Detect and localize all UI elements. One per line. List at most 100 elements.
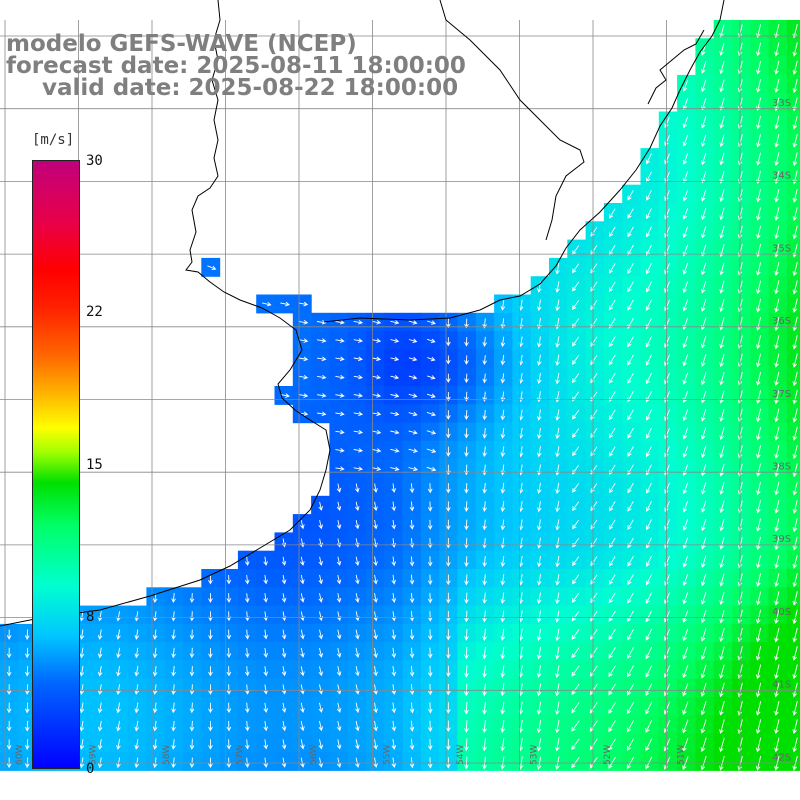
wind-arrow: [353, 393, 363, 398]
wind-arrow: [354, 520, 360, 530]
wind-arrow: [756, 152, 761, 166]
wind-arrow: [756, 24, 762, 39]
wind-arrow: [171, 702, 176, 714]
wind-arrow: [774, 445, 780, 460]
wind-arrow: [6, 757, 12, 769]
wind-arrow: [6, 684, 12, 695]
speed-cell: [786, 477, 800, 497]
wind-arrow: [756, 463, 761, 478]
wind-arrow: [536, 336, 542, 348]
wind-arrow: [464, 501, 469, 512]
wind-arrow: [719, 61, 725, 75]
wind-arrow: [792, 280, 798, 295]
longitude-label: 59W: [89, 745, 99, 765]
wind-arrow: [664, 189, 671, 202]
wind-arrow: [664, 116, 671, 129]
wind-arrow: [719, 591, 725, 605]
wind-arrow: [536, 409, 542, 421]
wind-arrow: [590, 519, 598, 530]
wind-arrow: [645, 738, 653, 752]
wind-arrow: [372, 411, 382, 417]
wind-arrow: [281, 684, 287, 695]
wind-arrow: [409, 720, 415, 732]
wind-arrow: [555, 519, 560, 531]
wind-arrow: [316, 356, 327, 362]
wind-arrow: [464, 665, 469, 678]
wind-arrow: [318, 684, 324, 695]
wind-arrow: [427, 375, 436, 380]
wind-arrow: [208, 739, 213, 750]
wind-arrow: [263, 666, 269, 677]
wind-arrow: [391, 501, 397, 512]
wind-arrow: [208, 647, 213, 659]
wind-arrow: [700, 646, 707, 661]
wind-arrow: [700, 610, 707, 624]
wind-arrow: [263, 684, 269, 695]
wind-arrow: [774, 536, 780, 551]
wind-arrow: [608, 592, 616, 604]
wind-arrow: [756, 500, 761, 514]
wind-arrow: [682, 701, 689, 716]
wind-arrow: [701, 61, 707, 74]
wind-arrow: [645, 555, 652, 567]
wind-arrow: [427, 356, 436, 362]
wind-arrow: [792, 207, 798, 222]
wind-arrow: [500, 299, 506, 311]
wind-arrow: [500, 683, 505, 697]
wind-arrow: [409, 483, 415, 494]
wind-arrow: [336, 721, 342, 732]
wind-arrow: [208, 629, 213, 640]
wind-arrow: [97, 611, 103, 622]
wind-arrow: [390, 374, 400, 380]
wind-arrow: [571, 354, 580, 365]
wind-arrow: [555, 628, 560, 642]
wind-arrow: [701, 116, 707, 129]
wind-arrow: [756, 207, 761, 221]
wind-arrow: [664, 445, 671, 458]
wind-arrow: [390, 411, 400, 417]
wind-arrow: [281, 739, 287, 750]
wind-arrow: [263, 629, 268, 640]
wind-arrow: [774, 609, 780, 625]
wind-arrow: [792, 335, 798, 350]
wind-arrow: [774, 500, 780, 514]
wind-arrow: [391, 702, 397, 714]
wind-arrow: [427, 501, 433, 512]
wind-arrow: [719, 537, 725, 550]
wind-arrow: [97, 702, 103, 714]
wind-arrow: [245, 684, 250, 695]
wind-arrow: [280, 393, 290, 398]
wind-arrow: [756, 591, 762, 606]
wind-arrow: [409, 665, 415, 677]
wind-arrow: [627, 574, 634, 586]
wind-arrow: [408, 466, 419, 472]
wind-arrow: [572, 538, 580, 548]
wind-arrow: [645, 372, 653, 385]
wind-arrow: [355, 593, 360, 603]
wind-arrow: [719, 682, 725, 698]
wind-arrow: [645, 574, 653, 586]
lagoon-coast: [647, 29, 705, 105]
latitude-label: 36S: [772, 316, 791, 327]
wind-arrow: [774, 463, 780, 478]
wind-arrow: [373, 757, 378, 768]
wind-arrow: [555, 409, 560, 421]
wind-arrow: [171, 720, 176, 732]
wind-arrow: [792, 225, 798, 240]
wind-arrow: [664, 262, 671, 275]
wind-arrow: [571, 683, 580, 696]
wind-arrow: [756, 555, 762, 569]
wind-arrow: [719, 116, 725, 129]
wind-arrow: [317, 374, 327, 380]
wind-arrow: [409, 684, 415, 696]
wind-arrow: [608, 701, 616, 714]
wind-arrow: [317, 393, 327, 398]
wind-arrow: [756, 262, 762, 276]
wind-arrow: [774, 481, 780, 496]
wind-arrow: [627, 354, 634, 366]
wind-arrow: [627, 336, 634, 348]
wind-arrow: [281, 629, 287, 640]
wind-arrow: [298, 301, 309, 307]
speed-cell: [622, 660, 642, 680]
longitude-label: 58W: [162, 745, 172, 765]
